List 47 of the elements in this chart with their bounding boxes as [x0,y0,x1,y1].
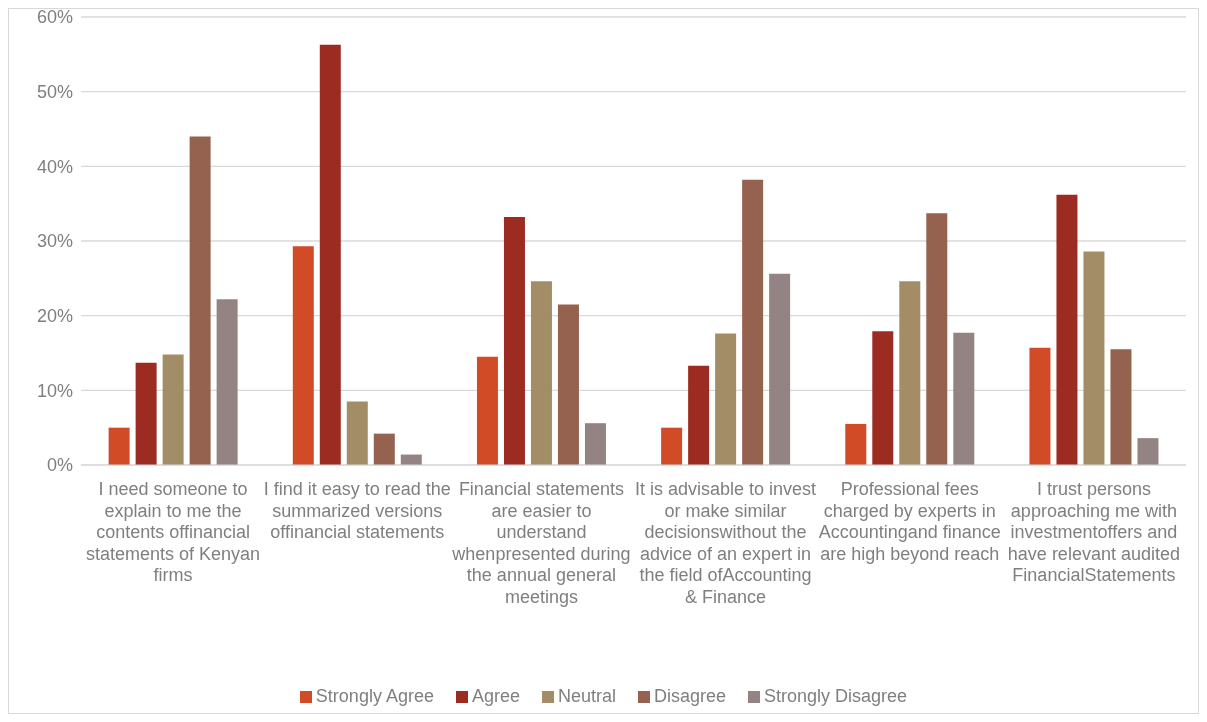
legend-label: Strongly Disagree [764,686,908,707]
x-tick-label: It is advisable to invest or make similar decisionswithout the advice of an expert in the field ofAccounting & Finance [635,479,817,607]
bar [742,179,764,465]
legend-label: Strongly Agree [315,686,434,707]
bar [530,281,552,465]
bar [584,423,606,465]
bar [845,423,867,465]
bar [189,136,211,465]
bar [661,427,683,465]
bar [872,331,894,465]
bar [373,433,395,465]
y-tick-label: 60% [36,7,73,28]
y-tick-label: 50% [36,82,73,103]
bar [1029,347,1051,465]
x-tick-label: Financial statements are easier to understand whenpresented during the annual general meetings [451,479,631,607]
y-tick-label: 40% [36,156,73,177]
y-tick-label: 0% [46,455,73,476]
bar [346,401,368,465]
bar [1110,349,1132,465]
bar [1137,438,1159,465]
bar [953,332,975,465]
bar [899,281,921,465]
bar [1056,194,1078,465]
x-tick-label: I trust persons approaching me with investmentoffers and have relevant audited FinancialStatements [1007,479,1180,585]
y-tick-label: 20% [36,306,73,327]
x-tick-label: I find it easy to read the summarized versions offinancial statements [263,479,451,542]
bar [476,356,498,465]
y-tick-label: 10% [36,380,73,401]
bar [557,304,579,465]
bar [292,246,314,465]
y-tick-label: 30% [36,231,73,252]
bar [108,427,130,465]
bar [319,44,341,465]
legend-label: Disagree [654,686,727,707]
x-tick-label: Professional fees charged by experts in Accountingand finance are high beyond reach [818,479,1001,564]
bar [688,365,710,465]
bar [162,354,184,465]
bar [503,217,525,465]
bar [715,333,737,465]
legend-label: Agree [471,686,520,707]
bar [926,213,948,465]
bar [135,362,157,465]
bar [769,273,791,465]
bar [1083,251,1105,465]
legend-label: Neutral [557,686,617,707]
bar [216,299,238,465]
x-tick-label: I need someone to explain to me the contents offinancial statements of Kenyan firms [86,479,261,585]
